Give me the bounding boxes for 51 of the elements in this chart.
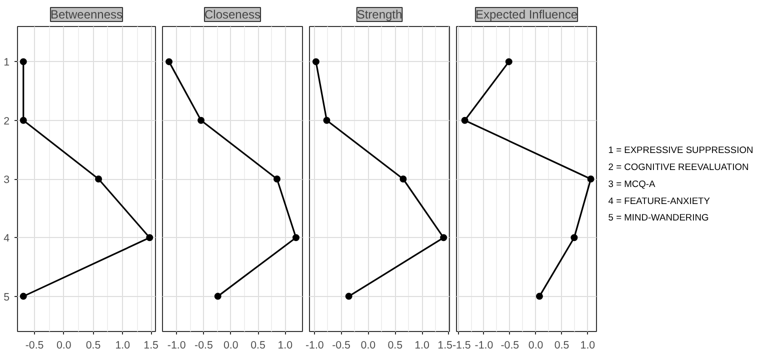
point	[198, 116, 205, 124]
x-tick-label: -1.0	[306, 340, 324, 351]
x-tick-label: 0.0	[223, 340, 238, 351]
chart-title: Strength	[356, 8, 402, 22]
point	[536, 292, 543, 300]
x-tick-label: 1.0	[580, 340, 596, 351]
x-tick-label: 0.0	[360, 340, 376, 351]
point	[461, 116, 468, 124]
point	[440, 234, 448, 242]
point	[323, 116, 330, 124]
chart-title: Expected Influence	[475, 8, 578, 22]
x-tick-label: 0.5	[86, 340, 101, 351]
y-tick-label: 1	[4, 56, 10, 69]
point	[505, 58, 512, 66]
x-tick-label: 1.0	[115, 340, 130, 351]
text: 3 = MCQ-A	[608, 178, 656, 189]
x-tick-label: -0.5	[332, 340, 351, 351]
x-tick-label: -0.5	[500, 340, 520, 351]
x-tick-label: 0.5	[250, 340, 266, 351]
y-tick-label: 3	[4, 174, 10, 186]
point	[400, 176, 407, 182]
x-tick-label: 0.0	[56, 340, 72, 351]
x-tick-label: 1.0	[278, 340, 293, 351]
text: 5 = MIND-WANDERING	[608, 212, 709, 223]
point	[312, 58, 320, 66]
x-tick-label: 0.5	[388, 340, 403, 351]
y-tick-label: 2	[4, 115, 10, 128]
point	[292, 234, 300, 242]
text: 4 = FEATURE-ANXIETY	[608, 196, 711, 206]
chart-title: Betweenness	[50, 8, 123, 22]
x-tick-label: 0.5	[554, 340, 570, 351]
point	[587, 176, 594, 182]
y-tick-label: 5	[4, 291, 10, 304]
point	[273, 176, 280, 182]
point	[166, 58, 173, 66]
x-tick-label: 1.0	[414, 340, 430, 351]
x-tick-label: -0.5	[25, 340, 44, 351]
x-tick-label: -1.0	[167, 340, 186, 351]
point	[345, 292, 352, 300]
x-tick-label: 1.5	[144, 340, 159, 351]
x-tick-label: -0.5	[194, 340, 213, 351]
x-tick-label: 0.0	[528, 340, 544, 351]
x-tick-label: 1.5	[438, 340, 453, 351]
x-tick-label: -1.0	[474, 340, 494, 351]
y-tick-label: 4	[4, 232, 10, 245]
text: 2 = COGNITIVE REEVALUATION	[608, 162, 749, 172]
chart-title: Closeness	[204, 8, 261, 22]
point	[214, 292, 222, 300]
point	[570, 234, 578, 242]
x-tick-label: -1.5	[452, 340, 471, 351]
text: 1 = EXPRESSIVE SUPPRESSION	[608, 145, 754, 156]
